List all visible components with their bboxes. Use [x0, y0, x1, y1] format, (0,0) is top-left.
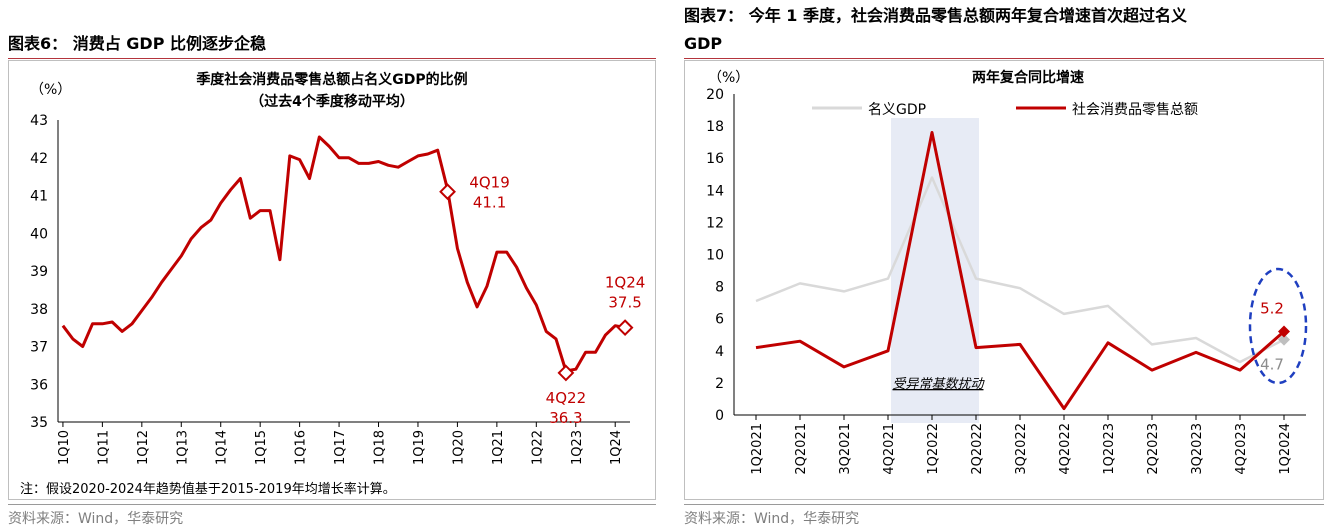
highlight-marker: [616, 319, 634, 337]
right-header-rule: [684, 58, 1324, 59]
consumption-gdp-ratio-chart: 季度社会消费品零售总额占名义GDP的比例 （过去4个季度移动平均） （%） 35…: [8, 60, 656, 500]
marker-label-quarter: 4Q19: [469, 174, 509, 192]
x-tick-label: 1Q11: [96, 430, 111, 465]
highlight-dashed-ellipse: [1248, 267, 1308, 385]
chart-title: 两年复合同比增速: [972, 69, 1084, 86]
marker-label-value: 36.3: [549, 409, 582, 427]
x-tick-label: 1Q21: [491, 430, 506, 465]
right-source-rule: [684, 504, 1324, 505]
marker-label-value: 37.5: [608, 294, 641, 312]
y-tick-label: 8: [715, 280, 724, 296]
chart-frame: [684, 60, 1324, 500]
legend-label-retail-sales: 社会消费品零售总额: [1072, 102, 1198, 118]
x-tick-label: 1Q2023: [1102, 423, 1117, 475]
chart-note: 注：假设2020-2024年趋势值基于2015-2019年均增长率计算。: [20, 481, 396, 497]
x-tick-label: 1Q15: [254, 430, 269, 465]
x-tick-label: 3Q2021: [838, 423, 853, 475]
y-tick-label: 42: [30, 151, 48, 167]
x-tick-label: 1Q2024: [1278, 423, 1293, 475]
y-tick-label: 39: [30, 264, 48, 280]
x-tick-label: 4Q2023: [1234, 423, 1249, 475]
x-tick-label: 1Q16: [294, 430, 309, 465]
left-source: 资料来源：Wind，华泰研究: [8, 511, 184, 527]
x-tick-label: 1Q24: [609, 430, 624, 465]
retail-endpoint-marker: [1278, 325, 1290, 338]
highlight-marker: [557, 364, 575, 382]
x-tick-label: 1Q14: [215, 430, 230, 465]
x-tick-label: 4Q2022: [1058, 423, 1073, 475]
x-tick-label: 1Q19: [412, 430, 427, 465]
y-tick-label: 10: [706, 248, 724, 264]
x-tick-label: 3Q2023: [1190, 423, 1205, 475]
x-tick-label: 1Q2022: [926, 423, 941, 475]
y-tick-label: 40: [30, 226, 48, 242]
right-header-line2: GDP: [684, 34, 723, 53]
gdp-endpoint-label: 4.7: [1260, 356, 1284, 374]
y-tick-label: 0: [715, 408, 724, 424]
y-axis-unit: （%）: [30, 82, 71, 98]
y-tick-label: 35: [30, 415, 48, 431]
x-tick-label: 2Q2022: [970, 423, 985, 475]
chart-subtitle: （过去4个季度移动平均）: [250, 93, 414, 110]
marker-label-quarter: 4Q22: [546, 389, 586, 407]
x-tick-label: 4Q2021: [882, 423, 897, 475]
y-tick-label: 4: [715, 344, 724, 360]
chart-title: 季度社会消费品零售总额占名义GDP的比例: [195, 71, 467, 88]
y-tick-label: 2: [715, 376, 724, 392]
y-axis-unit: （%）: [708, 70, 749, 86]
x-tick-label: 1Q13: [175, 430, 190, 465]
x-tick-label: 1Q2021: [750, 423, 765, 475]
y-tick-label: 16: [706, 151, 724, 167]
y-tick-label: 14: [706, 183, 724, 199]
ratio-series-line: [61, 135, 626, 373]
y-tick-label: 6: [715, 312, 724, 328]
retail-sales-series-line: [755, 131, 1285, 411]
y-tick-label: 36: [30, 377, 48, 393]
x-tick-label: 1Q20: [451, 430, 466, 465]
y-tick-label: 37: [30, 340, 48, 356]
x-tick-label: 1Q23: [570, 430, 585, 465]
x-tick-label: 1Q10: [57, 430, 72, 465]
marker-label-quarter: 1Q24: [605, 274, 645, 292]
left-header-rule: [8, 58, 656, 59]
y-tick-label: 20: [706, 87, 724, 103]
legend-label-nominal-gdp: 名义GDP: [868, 102, 926, 118]
marker-label-value: 41.1: [473, 194, 506, 212]
left-source-rule: [8, 504, 656, 505]
y-tick-label: 43: [30, 113, 48, 129]
x-tick-label: 3Q2022: [1014, 423, 1029, 475]
x-tick-label: 1Q22: [530, 430, 545, 465]
gdp-endpoint-marker: [1278, 333, 1290, 346]
y-tick-label: 41: [30, 189, 48, 205]
x-tick-label: 1Q18: [373, 430, 388, 465]
chart-frame: [8, 60, 656, 500]
left-header: 图表6： 消费占 GDP 比例逐步企稳: [8, 34, 266, 53]
right-header-line1: 图表7： 今年 1 季度，社会消费品零售总额两年复合增速首次超过名义: [684, 6, 1187, 25]
two-year-growth-chart: 两年复合同比增速 （%） 0 2 4 6 8 10 12 14 16 18 20 1Q2021 2Q2…: [684, 60, 1324, 500]
y-tick-label: 18: [706, 119, 724, 135]
y-tick-label: 38: [30, 302, 48, 318]
highlight-marker: [439, 183, 456, 201]
y-tick-label: 12: [706, 215, 724, 231]
x-tick-label: 2Q2023: [1146, 423, 1161, 475]
shaded-region-label: 受异常基数扰动: [892, 377, 985, 392]
retail-endpoint-label: 5.2: [1260, 300, 1284, 318]
x-tick-label: 1Q17: [333, 430, 348, 465]
nominal-gdp-series-line: [755, 176, 1285, 364]
right-source: 资料来源：Wind，华泰研究: [684, 511, 860, 527]
x-tick-label: 2Q2021: [794, 423, 809, 475]
x-tick-label: 1Q12: [136, 430, 151, 465]
